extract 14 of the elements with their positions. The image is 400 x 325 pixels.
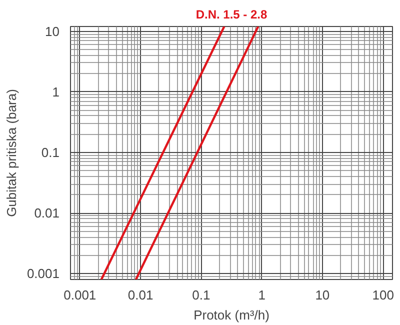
x-tick-label: 1 bbox=[258, 288, 266, 302]
y-tick-label: 10 bbox=[45, 24, 60, 39]
y-tick-label: 0.001 bbox=[26, 266, 60, 282]
x-tick-label: 0.01 bbox=[128, 288, 154, 302]
y-axis-title: Gubitak pritiska (bara) bbox=[4, 89, 19, 217]
x-axis-title: Protok (m³/h) bbox=[194, 308, 270, 322]
x-tick-label: 10 bbox=[315, 288, 330, 302]
x-tick-label: 0.1 bbox=[192, 288, 210, 302]
text: D.N. 1.5 - 2.8 bbox=[196, 8, 268, 22]
x-tick-label: 0.001 bbox=[64, 288, 96, 302]
y-tick-label: 0.1 bbox=[41, 144, 60, 160]
y-tick-label: 0.01 bbox=[34, 206, 60, 221]
x-tick-label: 100 bbox=[372, 288, 394, 302]
y-tick-label: 1 bbox=[52, 84, 60, 100]
